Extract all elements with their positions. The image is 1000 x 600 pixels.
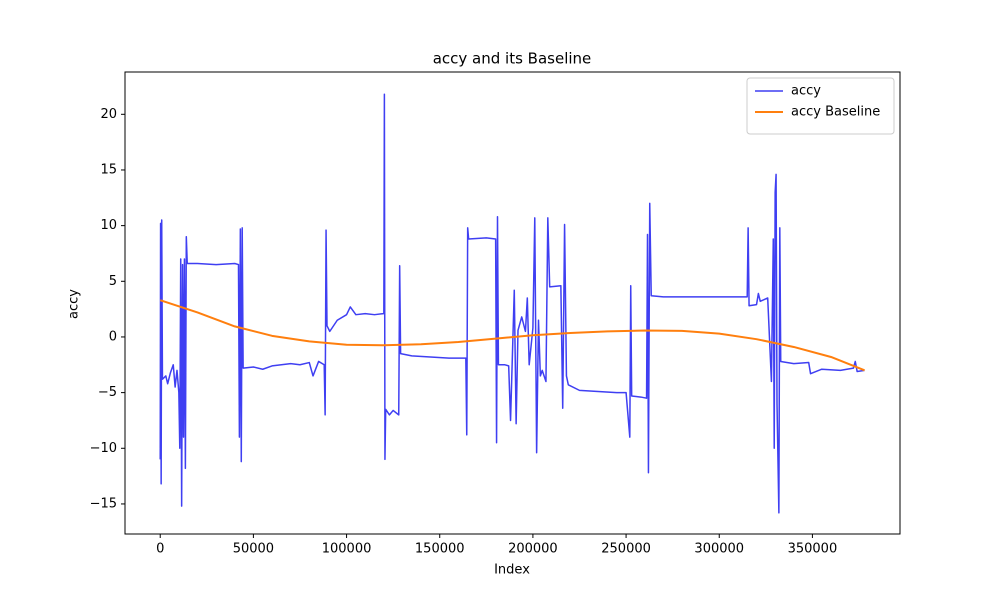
x-tick-label: 150000 (415, 542, 465, 557)
y-tick-label: −15 (90, 496, 117, 511)
x-tick-label: 100000 (322, 542, 372, 557)
x-tick-label: 250000 (601, 542, 651, 557)
x-axis-label: Index (494, 563, 530, 578)
x-tick-label: 300000 (694, 542, 744, 557)
y-tick-label: −5 (98, 385, 117, 400)
chart-title: accy and its Baseline (433, 50, 592, 68)
y-tick-label: 20 (100, 107, 117, 122)
data-line (159, 93, 865, 514)
x-tick-label: 0 (156, 542, 164, 557)
plot-frame (124, 71, 901, 535)
y-tick-label: 5 (109, 274, 117, 289)
legend-label: accy (791, 84, 821, 99)
y-tick-label: 15 (100, 162, 117, 177)
x-tick-label: 200000 (508, 542, 558, 557)
y-tick-label: 10 (100, 218, 117, 233)
y-tick-label: 0 (109, 329, 117, 344)
legend-label: accy Baseline (791, 105, 880, 120)
legend-box (746, 77, 895, 135)
x-tick-label: 350000 (788, 542, 838, 557)
x-tick-label: 50000 (233, 542, 274, 557)
y-tick-label: −10 (90, 441, 117, 456)
data-line (159, 299, 865, 372)
y-axis-label: accy (67, 289, 82, 319)
